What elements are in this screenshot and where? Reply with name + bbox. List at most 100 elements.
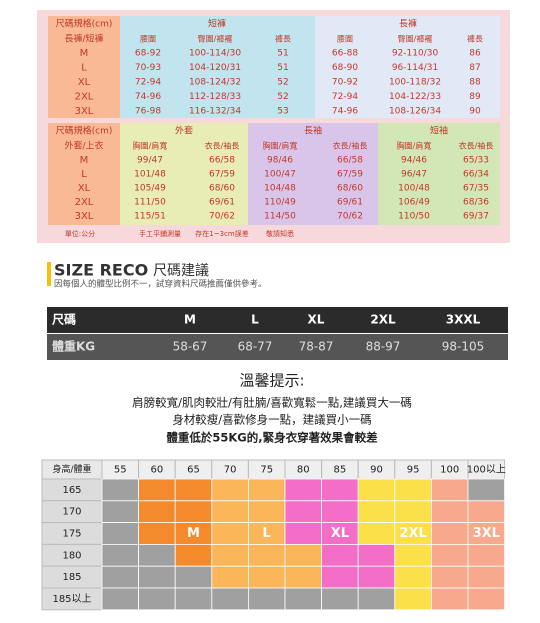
grid-cell [430, 500, 469, 523]
size-label: L [81, 63, 87, 74]
grid-cell [174, 478, 213, 502]
reco-cell: 2XL [370, 313, 396, 327]
reco-row-bg [47, 334, 508, 360]
cell-value: 106/49 [398, 198, 430, 208]
size-col-bg [48, 16, 120, 118]
cell-value: 70-93 [135, 63, 161, 73]
group-bg [120, 16, 315, 118]
cell-value: 51 [277, 49, 288, 59]
grid-cell [138, 544, 176, 567]
cell-value: 87 [469, 63, 480, 73]
grid-cell [357, 544, 396, 567]
cell-value: 66/34 [463, 170, 489, 180]
grid-cell [247, 565, 286, 589]
cell-value: 68-90 [332, 63, 358, 73]
size-zone-label: 2XL [399, 526, 426, 541]
grid-cell [138, 565, 176, 589]
grid-cell [394, 478, 432, 502]
grid-column-label: 90 [370, 465, 383, 476]
grid-column-label: 100 [440, 465, 459, 476]
cell-value: 90 [469, 107, 481, 117]
cell-value: 70/62 [337, 212, 363, 222]
grid-cell [357, 565, 396, 589]
size-label: 2XL [75, 197, 94, 208]
tips-line: 體重低於55KG的,緊身衣穿著效果會較差 [166, 431, 378, 445]
grid-cell [321, 587, 359, 611]
note: 手工平鋪測量 [139, 229, 181, 238]
note: 存在1~3cm誤差 [195, 229, 248, 238]
cell-value: 53 [277, 107, 288, 117]
cell-value: 66/58 [337, 156, 363, 166]
grid-cell [101, 500, 139, 523]
grid-cell [321, 544, 359, 567]
cell-value: 100/47 [264, 170, 296, 180]
grid-column-label: 100以上 [467, 464, 506, 476]
cell-value: 88 [469, 78, 481, 88]
cell-value: 76-98 [135, 107, 161, 117]
grid-cell [430, 522, 469, 545]
table-header: 外套/上衣 [64, 140, 103, 152]
size-zone-label: M [187, 526, 200, 541]
column-header: 腰圍 [337, 35, 353, 44]
grid-cell [174, 587, 213, 611]
reco-label: 體重KG [52, 339, 95, 354]
grid-cell [211, 565, 249, 589]
cell-value: 68/60 [209, 184, 235, 194]
grid-cell [321, 565, 359, 589]
cell-value: 112-128/33 [189, 92, 241, 102]
cell-value: 110/49 [264, 198, 296, 208]
cell-value: 68/60 [337, 184, 363, 194]
grid-cell [284, 478, 322, 502]
cell-value: 51 [277, 63, 288, 73]
group-bg [120, 123, 248, 225]
reco-cell: 78-87 [299, 340, 334, 354]
grid-cell [394, 544, 432, 567]
cell-value: 94/46 [401, 156, 427, 166]
cell-value: 70-92 [332, 78, 358, 88]
grid-cell [101, 565, 139, 589]
grid-column-label: 95 [407, 465, 420, 476]
grid-cell [138, 500, 176, 523]
reco-cell: 58-67 [173, 340, 208, 354]
grid-cell [467, 565, 505, 589]
grid-cell [394, 565, 432, 589]
grid-cell [174, 565, 213, 589]
tips-line: 身材較瘦/喜歡修身一點，建議買小一碼 [172, 413, 371, 427]
cell-value: 108-126/34 [389, 107, 441, 117]
reco-cell: 88-97 [366, 340, 401, 354]
cell-value: 104-120/31 [189, 63, 241, 73]
grid-cell [321, 500, 359, 523]
group-bg [378, 123, 500, 225]
grid-row-label: 170 [62, 507, 81, 518]
grid-cell [247, 478, 286, 502]
grid-cell [284, 565, 322, 589]
note: 敬請知悉 [266, 229, 294, 238]
reco-cell: M [184, 313, 196, 327]
group-name: 長袖 [304, 125, 322, 137]
cell-value: 100-114/30 [189, 49, 241, 59]
grid-cell [211, 522, 249, 545]
column-header: 褲長 [275, 34, 291, 44]
cell-value: 69/37 [463, 212, 489, 222]
column-header: 衣長/袖長 [333, 141, 368, 151]
cell-value: 67/35 [463, 184, 489, 194]
cell-value: 92-110/30 [392, 49, 439, 59]
grid-cell [211, 478, 249, 502]
grid-row-label: 165 [62, 485, 81, 496]
cell-value: 74-96 [135, 92, 161, 102]
table-header: 尺碼規格(cm) [56, 125, 113, 137]
grid-column-label: 80 [297, 465, 310, 476]
cell-value: 100/48 [398, 184, 430, 194]
grid-corner: 身高/體重 [52, 463, 91, 475]
grid-cell [467, 478, 505, 502]
grid-cell [430, 565, 469, 589]
grid-cell [138, 587, 176, 611]
reco-cell: 68-77 [238, 340, 273, 354]
size-zone-label: 3XL [473, 526, 500, 541]
cell-value: 89 [469, 92, 481, 102]
grid-cell [467, 544, 505, 567]
grid-row-label: 185 [62, 572, 81, 583]
cell-value: 67/59 [209, 170, 235, 180]
size-zone-label: L [263, 526, 271, 541]
grid-cell [394, 500, 432, 523]
